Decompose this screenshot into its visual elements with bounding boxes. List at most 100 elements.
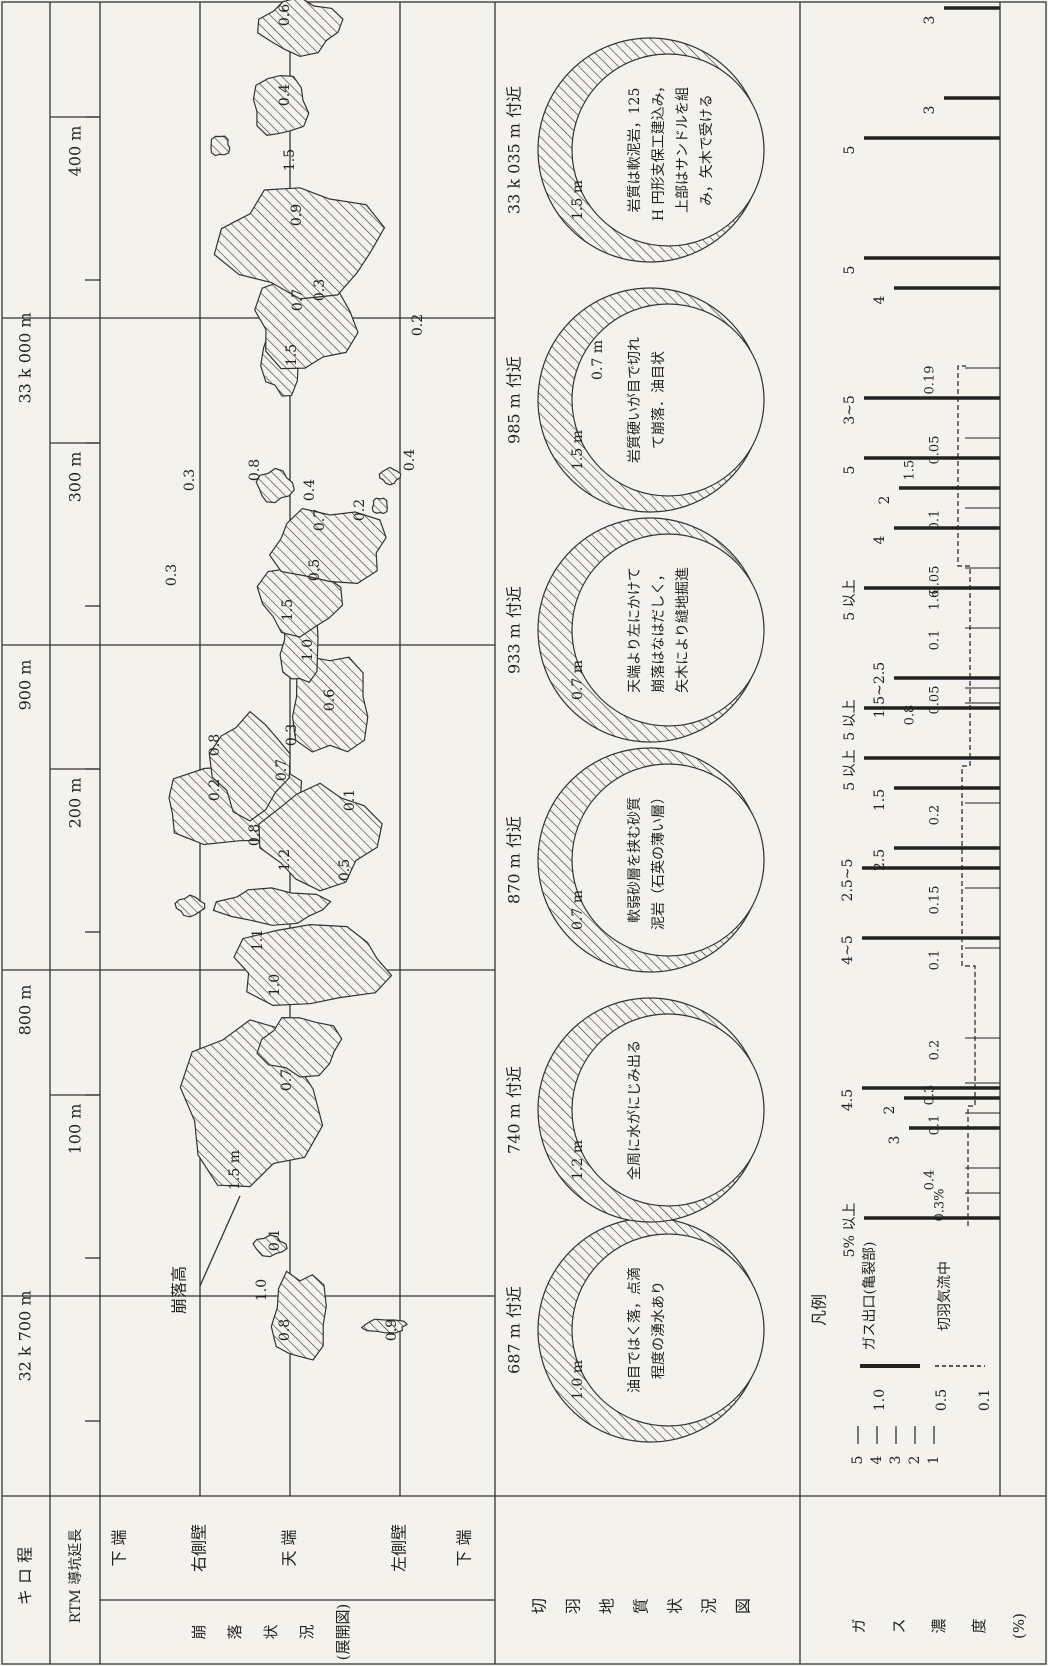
section-depth: 1.5 m: [570, 430, 586, 470]
collapse-height: 0.7: [279, 1069, 295, 1091]
section-depth: 0.7 m: [570, 890, 586, 930]
section-note: て崩落．油目状: [651, 351, 667, 449]
face-circle: [572, 54, 764, 246]
collapse-height: 1.1: [250, 929, 266, 951]
collapse-height: 0.8: [247, 824, 263, 846]
section-depth: 1.2 m: [570, 1140, 586, 1180]
row-label: 図: [734, 1598, 753, 1614]
gas-outlet-label: 3: [887, 1136, 903, 1145]
section-note: 全周に水がにじみ出る: [626, 1040, 643, 1180]
collapse-area: [379, 467, 400, 484]
gas-face-label: 0.05: [928, 436, 943, 465]
face-circle: [572, 304, 764, 496]
gas-scale: 4: [869, 1455, 885, 1464]
gas-face-label: 0.4: [923, 1170, 938, 1191]
face-circle: [572, 764, 764, 956]
legend-outlet: ガス出口(亀裂部): [862, 1242, 878, 1351]
gas-face-label: 0.19: [923, 366, 938, 395]
row-label: 濃: [930, 1618, 948, 1633]
gas-outlet-label: 5: [842, 466, 858, 475]
gas-outlet-label: 4: [872, 535, 888, 544]
gas-face-label: 0.1: [928, 950, 943, 971]
collapse-height: 1.0: [254, 1279, 270, 1301]
face-circle: [572, 1014, 764, 1206]
collapse-height: 0.7: [274, 759, 290, 781]
gas-face-label: 1.6: [928, 590, 943, 611]
km-label: 800 m: [16, 985, 35, 1036]
section-title: 985 m 付近: [505, 356, 524, 444]
collapse-height: 0.2: [410, 314, 426, 336]
section-note: 天端より左にかけて: [627, 567, 643, 693]
collapse-area: [258, 0, 343, 56]
legend-face: 切羽気流中: [937, 1261, 953, 1331]
section-note: 岩質は軟泥岩，125: [627, 88, 643, 213]
row-label: キ ロ 程: [16, 1547, 35, 1605]
row-label: 右側壁: [190, 1524, 209, 1572]
gas-outlet-label: 4~5: [840, 935, 856, 965]
row-label: 天 端: [280, 1529, 299, 1566]
gas-outlet-label: 3: [922, 16, 938, 25]
gas-outlet-label: 3: [922, 106, 938, 115]
gas-scale: 5: [850, 1456, 866, 1465]
rtm-label: 100 m: [66, 1104, 85, 1155]
row-label: 況: [700, 1598, 719, 1614]
collapse-height: 0.5: [307, 559, 323, 581]
collapse-height: 0.3: [164, 564, 180, 586]
frame: [2, 2, 1046, 1664]
legend-title: 凡例: [810, 1294, 829, 1326]
gas-scale: 3: [888, 1456, 904, 1465]
collapse-height: 0.4: [277, 84, 293, 106]
section-note: H 円形支保工建込み，: [651, 79, 667, 221]
gas-face-label: 0.1: [928, 510, 943, 531]
gas-outlet-label: 5% 以上: [842, 1203, 858, 1258]
gas-face-label: 0.1: [928, 630, 943, 651]
km-label: 32 k 700 m: [16, 1290, 35, 1381]
row-label: 左側壁: [390, 1524, 409, 1572]
collapse-area: [213, 888, 330, 925]
row-label: 切: [530, 1598, 549, 1614]
collapse-height: 0.1: [342, 789, 358, 811]
section-note: 崩落はなはだしく，: [651, 567, 667, 692]
rtm-label: 200 m: [66, 778, 85, 829]
collapse-height: 0.6: [277, 4, 293, 26]
section-note: み，矢木で受ける: [699, 94, 715, 205]
collapse-height: 0.6: [322, 689, 338, 711]
row-label: 羽: [564, 1598, 583, 1614]
collapse-height: 0.8: [247, 459, 263, 481]
row-label: 度: [970, 1618, 988, 1633]
row-label: (%): [1010, 1613, 1028, 1639]
face-circle: [572, 1234, 764, 1426]
gas-outlet-label: 5 以上: [842, 579, 858, 620]
collapse-height: 0.4: [302, 479, 318, 501]
gas-scale: 1: [926, 1456, 942, 1465]
rtm-label: 400 m: [66, 126, 85, 177]
page: キ ロ 程RTM 導坑延長崩落状況(展開図)下 端右側壁天 端左側壁下 端切羽地…: [0, 0, 1048, 1666]
face-circle: [572, 534, 764, 726]
section-depth: 1.5 m: [570, 180, 586, 220]
section-note: 上部はサンドルを組: [675, 87, 691, 213]
row-label: 状: [262, 1624, 280, 1639]
collapse-area: [271, 1271, 326, 1360]
gas-face-label: 0.1: [928, 1115, 943, 1136]
gas-face-label: 0.8: [903, 705, 918, 726]
gas-scale: 1.0: [872, 1389, 888, 1411]
collapse-area: [211, 136, 230, 155]
collapse-height: 0.5: [337, 859, 353, 881]
section-title: 33 k 035 m 付近: [505, 86, 524, 214]
row-label: ス: [890, 1618, 908, 1633]
row-label: ガ: [850, 1618, 868, 1633]
gas-outlet-label: 2: [877, 496, 893, 505]
gas-face-label: 0.2: [928, 1040, 943, 1061]
row-label: 地: [598, 1598, 617, 1614]
collapse-height: 0.8: [277, 1319, 293, 1341]
section-title: 870 m 付近: [505, 816, 524, 904]
gas-outlet-label: 5: [842, 146, 858, 155]
collapse-height: 0.7: [312, 509, 328, 531]
gas-outlet-label: 2.5~5: [840, 859, 856, 902]
collapse-height: 0.9: [384, 1319, 400, 1341]
gas-face-label: 0.15: [928, 886, 943, 915]
section-title: 687 m 付近: [505, 1286, 524, 1374]
section-depth: 1.0 m: [570, 1360, 586, 1400]
collapse-note: 崩落高: [170, 1266, 189, 1314]
gas-scale: 0.1: [977, 1389, 993, 1411]
